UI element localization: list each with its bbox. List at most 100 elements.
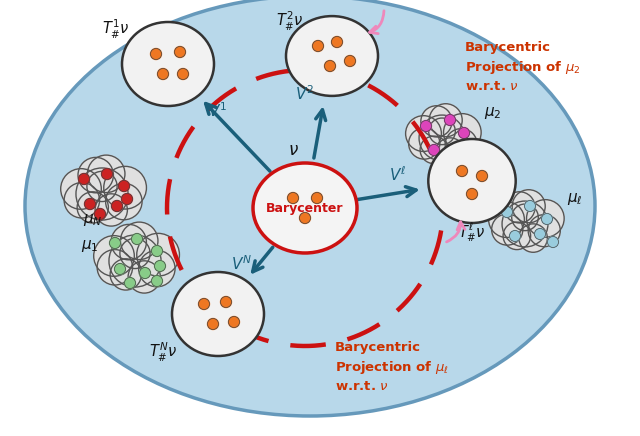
Text: $V^N$: $V^N$ — [232, 255, 253, 273]
Circle shape — [409, 128, 440, 159]
Circle shape — [429, 118, 455, 145]
Circle shape — [436, 138, 465, 166]
Ellipse shape — [122, 22, 214, 106]
Circle shape — [420, 136, 447, 164]
Ellipse shape — [428, 139, 516, 223]
Circle shape — [454, 143, 465, 153]
Circle shape — [115, 263, 125, 275]
Circle shape — [198, 299, 209, 310]
Circle shape — [111, 225, 147, 260]
Circle shape — [419, 115, 465, 161]
Circle shape — [95, 194, 127, 226]
Circle shape — [110, 259, 141, 290]
Text: $T^\ell_{\#}\nu$: $T^\ell_{\#}\nu$ — [458, 222, 486, 244]
Circle shape — [456, 166, 467, 177]
Circle shape — [503, 222, 531, 249]
Circle shape — [207, 319, 218, 330]
Circle shape — [128, 261, 161, 293]
Circle shape — [324, 61, 335, 72]
Circle shape — [228, 317, 239, 327]
Circle shape — [152, 276, 163, 286]
Circle shape — [525, 201, 536, 211]
Circle shape — [504, 192, 535, 223]
Text: Barycenter: Barycenter — [266, 201, 344, 215]
Circle shape — [512, 190, 545, 223]
Circle shape — [488, 202, 524, 238]
Circle shape — [157, 68, 168, 79]
Circle shape — [287, 193, 298, 204]
Text: Barycentric
Projection of $\mu_\ell$
w.r.t. $\nu$: Barycentric Projection of $\mu_\ell$ w.r… — [335, 341, 449, 393]
Circle shape — [139, 250, 175, 287]
Circle shape — [344, 55, 355, 67]
Circle shape — [120, 238, 150, 269]
Circle shape — [444, 114, 481, 151]
Circle shape — [420, 120, 431, 132]
Text: $\mu_1$: $\mu_1$ — [81, 238, 99, 254]
Circle shape — [76, 168, 128, 220]
Circle shape — [300, 212, 310, 224]
Circle shape — [109, 238, 120, 249]
Circle shape — [221, 296, 232, 307]
Circle shape — [125, 277, 136, 289]
Circle shape — [512, 204, 538, 231]
Circle shape — [102, 168, 113, 180]
Text: Barycentric
Projection of $\mu_2$
w.r.t. $\nu$: Barycentric Projection of $\mu_2$ w.r.t.… — [465, 41, 580, 93]
Ellipse shape — [253, 163, 357, 253]
Circle shape — [140, 268, 150, 279]
Circle shape — [502, 207, 513, 218]
Circle shape — [458, 127, 470, 139]
Circle shape — [152, 245, 163, 256]
Circle shape — [109, 235, 161, 287]
Circle shape — [78, 157, 113, 193]
Circle shape — [177, 68, 189, 79]
Circle shape — [528, 215, 560, 247]
Text: $T^N_{\#}\nu$: $T^N_{\#}\nu$ — [149, 341, 177, 364]
Circle shape — [106, 183, 142, 220]
Circle shape — [547, 236, 559, 248]
Circle shape — [541, 214, 552, 225]
Text: $T^1_{\#}\nu$: $T^1_{\#}\nu$ — [102, 17, 130, 41]
Circle shape — [84, 198, 95, 210]
Circle shape — [118, 181, 129, 191]
Circle shape — [406, 116, 442, 151]
Ellipse shape — [25, 0, 595, 416]
Circle shape — [429, 144, 440, 156]
Text: $V^1$: $V^1$ — [209, 102, 228, 120]
Circle shape — [154, 260, 166, 272]
Circle shape — [467, 188, 477, 200]
Circle shape — [312, 41, 323, 51]
Ellipse shape — [286, 16, 378, 96]
Circle shape — [465, 150, 476, 161]
Circle shape — [131, 234, 143, 245]
Text: $T^2_{\#}\nu$: $T^2_{\#}\nu$ — [276, 10, 304, 33]
Text: $\mu_N$: $\mu_N$ — [83, 212, 103, 228]
Circle shape — [87, 171, 117, 201]
Circle shape — [88, 155, 125, 193]
Circle shape — [61, 169, 101, 209]
Text: $\nu$: $\nu$ — [287, 142, 298, 159]
Circle shape — [429, 104, 462, 137]
Circle shape — [150, 48, 161, 59]
Circle shape — [534, 228, 545, 239]
Circle shape — [77, 192, 108, 223]
Circle shape — [445, 129, 477, 161]
Text: $V^\ell$: $V^\ell$ — [389, 165, 406, 183]
Circle shape — [445, 115, 456, 126]
Circle shape — [79, 174, 90, 184]
Text: $\mu_2$: $\mu_2$ — [484, 105, 502, 121]
Circle shape — [93, 235, 134, 276]
Circle shape — [502, 201, 548, 247]
Circle shape — [527, 200, 564, 237]
Ellipse shape — [172, 272, 264, 356]
Circle shape — [421, 106, 452, 137]
Circle shape — [64, 183, 100, 218]
Circle shape — [332, 37, 342, 48]
Text: $V^2$: $V^2$ — [296, 85, 315, 103]
Circle shape — [312, 193, 323, 204]
Circle shape — [95, 208, 106, 219]
Circle shape — [104, 167, 147, 209]
Circle shape — [122, 194, 132, 204]
Text: $\mu_\ell$: $\mu_\ell$ — [567, 191, 582, 207]
Circle shape — [509, 231, 520, 242]
Circle shape — [477, 170, 488, 181]
